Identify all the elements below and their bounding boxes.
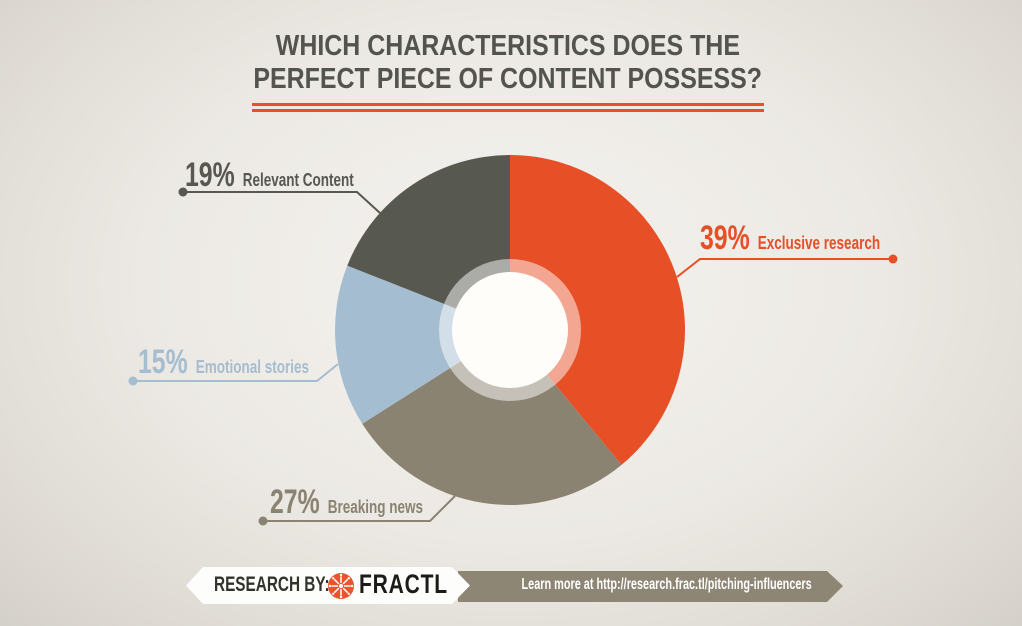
- pie-slice-exclusive-research: [510, 155, 685, 465]
- leader-line: [263, 495, 456, 522]
- research-by-ribbon: [186, 567, 470, 604]
- leader-dot: [178, 187, 188, 197]
- leader-dot: [888, 254, 898, 264]
- learn-more-url: Learn more at http://research.frac.tl/pi…: [521, 576, 812, 593]
- cat-relevant-content: Relevant Content: [242, 169, 354, 190]
- title-line-2: PERFECT PIECE OF CONTENT POSSESS?: [253, 63, 763, 95]
- pie-slice-emotional-stories: [335, 265, 510, 424]
- leader-line: [676, 258, 893, 278]
- leader-line: [133, 363, 339, 382]
- donut-hole: [452, 272, 568, 388]
- bottom-banner: [186, 567, 843, 604]
- label-emotional-stories: 15% Emotional stories: [138, 345, 309, 379]
- pct-exclusive-research: 39%: [700, 219, 750, 257]
- title-double-underline: [252, 103, 764, 112]
- pct-emotional-stories: 15%: [138, 343, 188, 381]
- cat-emotional-stories: Emotional stories: [195, 356, 310, 377]
- title-line-1: WHICH CHARACTERISTICS DOES THE: [275, 30, 741, 62]
- brand-wordmark: FRACTL: [359, 569, 448, 599]
- page-title: WHICH CHARACTERISTICS DOES THE PERFECT P…: [0, 30, 1016, 96]
- label-exclusive-research: 39% Exclusive research: [700, 221, 880, 255]
- research-by-label: RESEARCH BY:: [214, 573, 330, 596]
- leader-dot: [258, 516, 268, 526]
- cat-breaking-news: Breaking news: [327, 496, 424, 517]
- cat-exclusive-research: Exclusive research: [757, 232, 881, 253]
- leader-dot: [128, 376, 138, 386]
- callout-leader-lines: [128, 187, 898, 526]
- learn-more-ribbon: [458, 571, 843, 602]
- label-breaking-news: 27% Breaking news: [270, 485, 423, 519]
- pie-slice-breaking-news: [362, 330, 622, 505]
- fractl-logo-icon: [328, 573, 354, 599]
- pct-relevant-content: 19%: [185, 156, 235, 194]
- label-relevant-content: 19% Relevant Content: [185, 158, 354, 192]
- leader-line: [183, 191, 381, 214]
- pct-breaking-news: 27%: [270, 483, 320, 521]
